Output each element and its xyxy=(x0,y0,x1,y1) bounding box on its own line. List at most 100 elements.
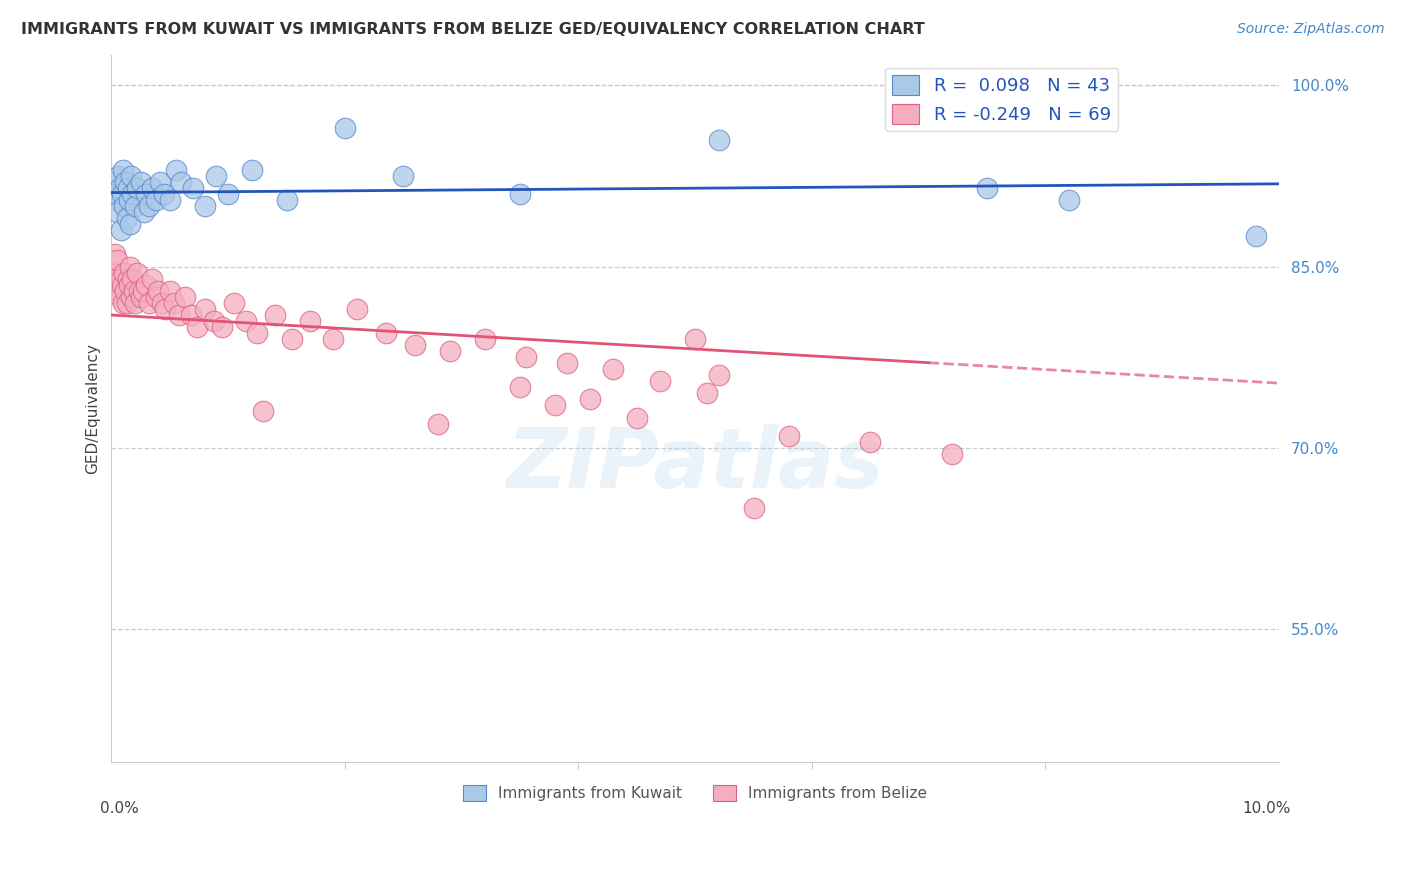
Point xyxy=(159,284,181,298)
Point xyxy=(153,301,176,316)
Point xyxy=(121,187,143,202)
Point xyxy=(110,223,132,237)
Point xyxy=(696,386,718,401)
Text: 0.0%: 0.0% xyxy=(100,801,138,815)
Point xyxy=(222,295,245,310)
Point xyxy=(105,205,128,219)
Point xyxy=(108,290,131,304)
Text: ZIPatlas: ZIPatlas xyxy=(506,425,884,506)
Point xyxy=(115,295,138,310)
Point xyxy=(150,295,173,310)
Point xyxy=(555,356,578,370)
Point xyxy=(509,187,531,202)
Point xyxy=(114,175,136,189)
Point xyxy=(159,193,181,207)
Text: 10.0%: 10.0% xyxy=(1243,801,1291,815)
Point xyxy=(127,181,149,195)
Point xyxy=(602,362,624,376)
Point xyxy=(146,284,169,298)
Point xyxy=(246,326,269,340)
Point xyxy=(103,187,125,202)
Point xyxy=(194,199,217,213)
Point xyxy=(112,266,135,280)
Point xyxy=(235,314,257,328)
Point xyxy=(105,193,128,207)
Point xyxy=(117,271,139,285)
Point xyxy=(194,301,217,316)
Point xyxy=(129,290,152,304)
Point xyxy=(707,133,730,147)
Point xyxy=(111,277,134,292)
Point xyxy=(683,332,706,346)
Point xyxy=(474,332,496,346)
Point xyxy=(115,211,138,226)
Point xyxy=(180,308,202,322)
Point xyxy=(118,277,141,292)
Point xyxy=(145,193,167,207)
Point xyxy=(107,169,129,183)
Y-axis label: GED/Equivalency: GED/Equivalency xyxy=(86,343,100,474)
Point xyxy=(111,187,134,202)
Point xyxy=(110,271,132,285)
Point xyxy=(107,284,129,298)
Point xyxy=(276,193,298,207)
Point xyxy=(333,120,356,135)
Point xyxy=(170,175,193,189)
Text: Source: ZipAtlas.com: Source: ZipAtlas.com xyxy=(1237,22,1385,37)
Point xyxy=(181,181,204,195)
Point xyxy=(976,181,998,195)
Point xyxy=(153,187,176,202)
Point xyxy=(165,162,187,177)
Point xyxy=(544,399,567,413)
Point xyxy=(374,326,396,340)
Point xyxy=(167,308,190,322)
Point xyxy=(240,162,263,177)
Point xyxy=(118,193,141,207)
Point xyxy=(117,181,139,195)
Point xyxy=(120,260,142,274)
Point xyxy=(105,253,128,268)
Point xyxy=(509,380,531,394)
Point xyxy=(859,434,882,449)
Point xyxy=(186,320,208,334)
Point xyxy=(120,290,142,304)
Point xyxy=(626,410,648,425)
Point xyxy=(515,350,537,364)
Point xyxy=(149,175,172,189)
Point xyxy=(104,175,127,189)
Point xyxy=(1057,193,1080,207)
Point xyxy=(202,314,225,328)
Point xyxy=(114,284,136,298)
Point xyxy=(346,301,368,316)
Point xyxy=(264,308,287,322)
Point xyxy=(135,187,157,202)
Point xyxy=(122,284,145,298)
Point xyxy=(124,295,146,310)
Point xyxy=(121,271,143,285)
Point xyxy=(322,332,344,346)
Point xyxy=(145,290,167,304)
Point xyxy=(138,199,160,213)
Point xyxy=(135,277,157,292)
Point xyxy=(141,181,163,195)
Point xyxy=(742,501,765,516)
Point xyxy=(217,187,239,202)
Point xyxy=(112,162,135,177)
Point xyxy=(120,217,142,231)
Point xyxy=(112,295,135,310)
Point xyxy=(650,374,672,388)
Point xyxy=(108,181,131,195)
Point xyxy=(281,332,304,346)
Point xyxy=(252,404,274,418)
Point xyxy=(579,392,602,407)
Point xyxy=(404,338,426,352)
Point xyxy=(112,199,135,213)
Point xyxy=(174,290,197,304)
Point xyxy=(101,266,124,280)
Legend: Immigrants from Kuwait, Immigrants from Belize: Immigrants from Kuwait, Immigrants from … xyxy=(457,779,934,807)
Point xyxy=(778,428,800,442)
Point xyxy=(120,169,142,183)
Point xyxy=(104,247,127,261)
Point xyxy=(132,205,155,219)
Point xyxy=(163,295,186,310)
